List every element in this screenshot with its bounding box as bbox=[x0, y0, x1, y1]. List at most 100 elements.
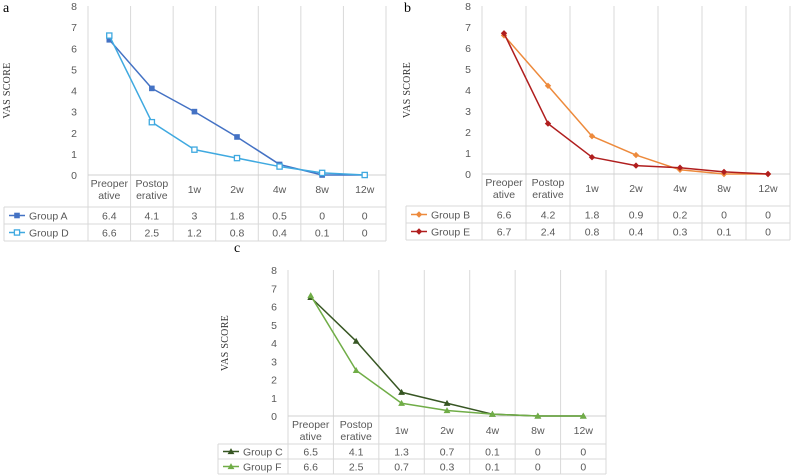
panel-c-x-tick-label: Preoper bbox=[292, 419, 330, 431]
panel-a-y-axis-title: VAS SCORE bbox=[2, 62, 13, 118]
panel-b-table-cell: 1.8 bbox=[585, 209, 600, 221]
panel-c-data-point bbox=[398, 399, 405, 406]
panel-c-table-cell: 0.7 bbox=[394, 461, 409, 473]
panel-b-series-name: Group E bbox=[431, 226, 470, 238]
panel-a-series-name: Group A bbox=[29, 210, 68, 222]
panel-b-table-cell: 6.6 bbox=[497, 209, 512, 221]
panel-a-data-point bbox=[191, 108, 198, 115]
panel-a-x-tick-label: ative bbox=[98, 190, 120, 202]
panel-c-table-cell: 4.1 bbox=[349, 446, 364, 458]
panel-a-legend-key-marker bbox=[14, 212, 20, 219]
panel-b-y-tick-label: 2 bbox=[465, 127, 471, 139]
panel-c-data-point bbox=[443, 407, 451, 414]
panel-a-data-point bbox=[361, 171, 368, 179]
panel-b-table-cell: 0 bbox=[721, 209, 727, 221]
panel-a-table-cell: 0.5 bbox=[272, 210, 287, 222]
panel-a-data-point bbox=[318, 169, 326, 177]
panel-a-y-tick-label: 0 bbox=[71, 170, 77, 182]
panel-a-data-point bbox=[106, 37, 113, 43]
panel-b-x-tick-label: 8w bbox=[717, 183, 731, 195]
panel-b-table-cell: 0.1 bbox=[717, 226, 732, 238]
panel-b-table-cell: 6.7 bbox=[497, 226, 512, 238]
panel-a-table-cell: 2.5 bbox=[145, 227, 160, 239]
panel-c-table-cell: 0 bbox=[535, 446, 541, 458]
panel-b-label: b bbox=[404, 1, 411, 16]
panel-c-legend-key-marker bbox=[227, 448, 235, 455]
panel-a-label: a bbox=[3, 1, 10, 16]
panel-c-table-cell: 0.1 bbox=[485, 446, 500, 458]
panel-b-table-cell: 0.2 bbox=[673, 209, 688, 221]
panel-a-y-tick-label: 2 bbox=[71, 128, 77, 140]
panel-b-data-point bbox=[720, 168, 728, 176]
panel-c-y-tick-label: 0 bbox=[271, 411, 277, 423]
panel-b-legend-key-marker bbox=[415, 211, 423, 218]
panel-c-y-tick-label: 6 bbox=[271, 302, 277, 314]
panel-b-y-tick-label: 5 bbox=[465, 64, 471, 76]
panel-a-table-cell: 1.2 bbox=[187, 227, 202, 239]
panel-b-x-tick-label: erative bbox=[532, 189, 564, 201]
panel-a-table-cell: 4.1 bbox=[145, 210, 160, 222]
panel-a-table-cell: 6.6 bbox=[102, 227, 117, 239]
panel-c-y-tick-label: 4 bbox=[271, 338, 277, 350]
panel-b-y-tick-label: 8 bbox=[465, 1, 471, 13]
panel-c-series-name: Group C bbox=[243, 446, 283, 458]
panel-a-data-point bbox=[276, 163, 283, 170]
panel-a-x-tick-label: 1w bbox=[188, 184, 202, 196]
panel-a-table-cell: 0.8 bbox=[230, 227, 245, 239]
panel-b-x-tick-label: ative bbox=[493, 189, 515, 201]
panel-a-data-point bbox=[106, 32, 113, 39]
panel-b-x-tick-label: 2w bbox=[629, 183, 643, 195]
panel-c-label: c bbox=[234, 241, 240, 256]
panel-c-series-name: Group F bbox=[243, 461, 282, 473]
panel-a-data-point bbox=[191, 146, 198, 153]
panel-c-x-tick-label: erative bbox=[340, 431, 372, 443]
panel-b-data-point bbox=[764, 170, 772, 178]
panel-c-data-point bbox=[534, 412, 542, 419]
panel-a-table-cell: 6.4 bbox=[102, 210, 117, 222]
panel-a-table-cell: 3 bbox=[192, 210, 198, 222]
panel-b-table-cell: 0.9 bbox=[629, 209, 644, 221]
panel-a-y-tick-label: 5 bbox=[71, 64, 77, 76]
panel-b-y-tick-label: 7 bbox=[465, 22, 471, 34]
panel-b-x-tick-label: 4w bbox=[673, 183, 687, 195]
panel-a-table-cell: 1.8 bbox=[230, 210, 245, 222]
panel-b-table-cell: 0 bbox=[765, 226, 771, 238]
panel-c-data-point bbox=[398, 388, 405, 395]
panel-c-x-tick-label: 2w bbox=[440, 425, 454, 437]
panel-b-series-name: Group B bbox=[431, 209, 470, 221]
panel-a-x-tick-label: Preoper bbox=[91, 178, 129, 190]
panel-c-data-point bbox=[443, 399, 451, 406]
panel-c-data-point bbox=[307, 292, 315, 299]
panel-a-x-tick-label: erative bbox=[136, 190, 168, 202]
panel-b-data-point bbox=[632, 151, 640, 159]
panel-a-table-cell: 0 bbox=[319, 210, 325, 222]
panel-c-table-cell: 1.3 bbox=[394, 446, 409, 458]
panel-a-series-name: Group D bbox=[29, 227, 69, 239]
panel-c-table-cell: 0.7 bbox=[440, 446, 455, 458]
panel-a-x-tick-label: 12w bbox=[355, 184, 375, 196]
panel-c-y-tick-label: 5 bbox=[271, 320, 277, 332]
panel-c-table-cell: 6.6 bbox=[303, 461, 318, 473]
panel-b-table-cell: 0.8 bbox=[585, 226, 600, 238]
panel-c-data-point bbox=[352, 337, 360, 344]
panel-a-legend-key-marker bbox=[13, 229, 21, 236]
panel-c-data-point bbox=[579, 412, 587, 419]
panel-c-table-cell: 0 bbox=[535, 461, 541, 473]
panel-a-x-tick-label: Postop bbox=[136, 178, 169, 190]
panel-c-table-cell: 0.1 bbox=[485, 461, 500, 473]
panel-b-x-tick-label: 1w bbox=[585, 183, 599, 195]
panel-a-data-point bbox=[148, 118, 156, 126]
panel-b-table-cell: 0 bbox=[765, 209, 771, 221]
panel-b-x-tick-label: Postop bbox=[532, 177, 565, 189]
panel-c-x-tick-label: 1w bbox=[395, 425, 409, 437]
panel-a-y-tick-label: 6 bbox=[71, 43, 77, 55]
panel-a-table-cell: 0.1 bbox=[315, 227, 330, 239]
panel-a-table-cell: 0 bbox=[362, 210, 368, 222]
panel-c-table-cell: 0 bbox=[580, 446, 586, 458]
panel-c-x-tick-label: 12w bbox=[574, 425, 594, 437]
panel-b-y-tick-label: 4 bbox=[465, 85, 471, 97]
panel-b-y-tick-label: 3 bbox=[465, 106, 471, 118]
